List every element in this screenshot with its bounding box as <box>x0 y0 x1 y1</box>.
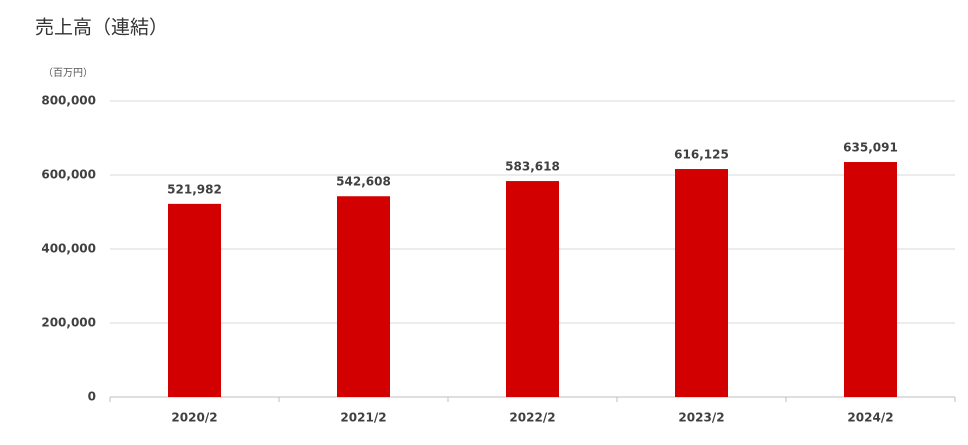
x-tick-label: 2024/2 <box>847 411 893 425</box>
x-tick-label: 2022/2 <box>509 411 555 425</box>
value-label: 635,091 <box>843 141 898 155</box>
bar <box>168 203 221 397</box>
x-tick-label: 2020/2 <box>171 411 217 425</box>
y-tick-label: 200,000 <box>41 316 96 330</box>
bar <box>844 162 897 397</box>
value-label: 583,618 <box>505 160 560 174</box>
chart-title: 売上高（連結） <box>35 17 168 39</box>
y-tick-label: 800,000 <box>41 94 96 108</box>
x-tick-label: 2021/2 <box>340 411 386 425</box>
y-axis-unit: （百万円） <box>43 67 93 79</box>
value-label: 542,608 <box>336 175 391 189</box>
y-tick-label: 400,000 <box>41 242 96 256</box>
value-label: 616,125 <box>674 148 729 162</box>
x-tick-label: 2023/2 <box>678 411 724 425</box>
y-tick-label: 600,000 <box>41 168 96 182</box>
y-tick-label: 0 <box>88 390 96 404</box>
value-label: 521,982 <box>167 182 222 196</box>
bar <box>337 196 390 397</box>
bar <box>506 181 559 397</box>
bar <box>675 169 728 397</box>
